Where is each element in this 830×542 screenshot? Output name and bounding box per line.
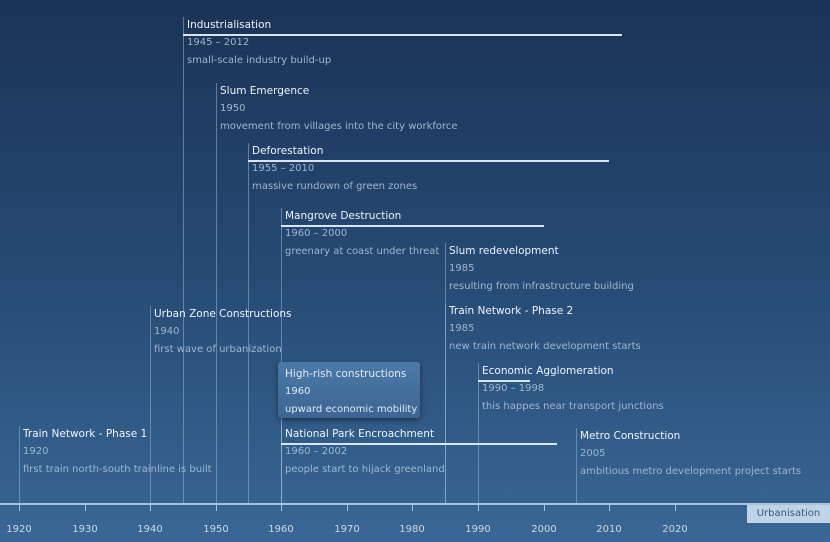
event-stem — [445, 303, 446, 503]
event-description: resulting from infrastructure building — [449, 281, 634, 292]
axis-tick-label: 1930 — [72, 524, 98, 535]
axis-tick-label: 1950 — [203, 524, 229, 535]
axis-tick — [85, 505, 86, 511]
axis-tick-label: 2020 — [662, 524, 688, 535]
axis-tick — [19, 505, 20, 511]
event-dates: 1940 — [154, 326, 180, 337]
event-title: Slum redevelopment — [449, 245, 559, 257]
event-dates: 1990 – 1998 — [482, 383, 545, 394]
event-title: Train Network - Phase 2 — [449, 305, 574, 317]
event-title: Train Network - Phase 1 — [23, 428, 148, 440]
event-duration-bar — [281, 443, 557, 445]
event-title: Mangrove Destruction — [285, 210, 402, 222]
axis-line — [0, 503, 830, 505]
axis-tick-label: 1960 — [268, 524, 294, 535]
event-dates: 1985 — [449, 323, 475, 334]
axis-label-badge: Urbanisation — [747, 505, 830, 523]
event-stem — [281, 426, 282, 503]
event-dates: 1960 – 2002 — [285, 446, 348, 457]
event-dates: 1985 — [449, 263, 475, 274]
event-description: this happes near transport junctions — [482, 401, 664, 412]
axis-tick-label: 2010 — [596, 524, 622, 535]
event-title: Industrialisation — [187, 19, 272, 31]
event-duration-bar — [183, 34, 622, 36]
event-description: new train network development starts — [449, 341, 641, 352]
event-duration-bar — [281, 225, 544, 227]
event-stem — [248, 143, 249, 503]
event-title: Urban Zone Constructions — [154, 308, 292, 320]
event-duration-bar — [478, 380, 530, 382]
event-description: upward economic mobility — [285, 404, 418, 415]
axis-tick-label: 1980 — [399, 524, 425, 535]
event-dates: 1955 – 2010 — [252, 163, 315, 174]
axis-tick-label: 2000 — [531, 524, 557, 535]
event-title: Slum Emergence — [220, 85, 310, 97]
event-title: High-rish constructions — [285, 368, 407, 380]
event-description: greenary at coast under threat — [285, 246, 440, 257]
event-description: first train north-south trainline is bui… — [23, 464, 212, 475]
event-description: massive rundown of green zones — [252, 181, 418, 192]
axis-tick — [478, 505, 479, 511]
event-description: first wave of urbanization — [154, 344, 282, 355]
axis-tick — [150, 505, 151, 511]
event-stem — [19, 426, 20, 503]
axis-tick-label: 1970 — [334, 524, 360, 535]
event-dates: 1945 – 2012 — [187, 37, 250, 48]
event-title: Metro Construction — [580, 430, 681, 442]
axis-tick — [675, 505, 676, 511]
event-stem — [150, 306, 151, 503]
event-duration-bar — [248, 160, 609, 162]
event-description: people start to hijack greenland — [285, 464, 445, 475]
axis-tick — [347, 505, 348, 511]
event-highlight-box — [278, 362, 420, 418]
event-description: small-scale industry build-up — [187, 55, 332, 66]
axis-tick — [281, 505, 282, 511]
event-dates: 1960 – 2000 — [285, 228, 348, 239]
event-title: Economic Agglomeration — [482, 365, 614, 377]
event-description: ambitious metro development project star… — [580, 466, 802, 477]
event-stem — [478, 363, 479, 503]
axis-tick — [412, 505, 413, 511]
axis-tick — [216, 505, 217, 511]
axis-tick — [544, 505, 545, 511]
axis-tick-label: 1940 — [137, 524, 163, 535]
axis-tick — [609, 505, 610, 511]
event-stem — [216, 83, 217, 503]
event-dates: 1960 — [285, 386, 311, 397]
event-stem — [183, 17, 184, 503]
event-title: National Park Encroachment — [285, 428, 435, 440]
event-dates: 1920 — [23, 446, 49, 457]
event-stem — [576, 428, 577, 503]
event-dates: 2005 — [580, 448, 606, 459]
event-dates: 1950 — [220, 103, 246, 114]
axis-tick-label: 1920 — [6, 524, 32, 535]
event-description: movement from villages into the city wor… — [220, 121, 458, 132]
event-stem — [281, 208, 282, 503]
axis-tick-label: 1990 — [465, 524, 491, 535]
event-title: Deforestation — [252, 145, 324, 157]
